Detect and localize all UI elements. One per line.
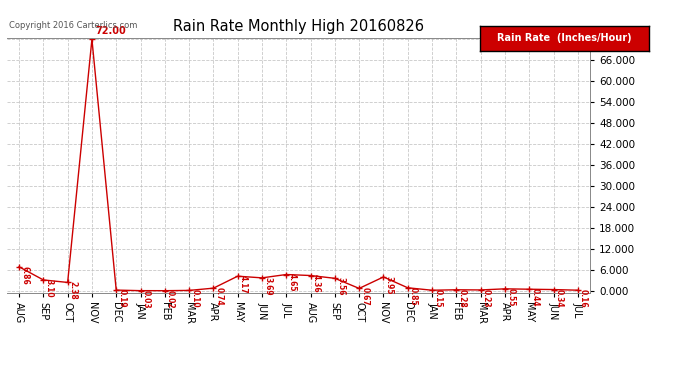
- Text: 4.65: 4.65: [288, 273, 297, 292]
- Text: 2.38: 2.38: [69, 281, 78, 300]
- Text: 0.67: 0.67: [360, 287, 369, 306]
- Text: 6.86: 6.86: [20, 266, 29, 285]
- Text: 0.03: 0.03: [141, 290, 150, 308]
- Text: 0.19: 0.19: [117, 289, 126, 308]
- Text: 0.02: 0.02: [166, 290, 175, 308]
- Text: 0.74: 0.74: [215, 287, 224, 306]
- Text: 3.56: 3.56: [336, 277, 345, 296]
- Text: 0.23: 0.23: [482, 289, 491, 308]
- Text: 0.44: 0.44: [531, 288, 540, 307]
- Text: 0.34: 0.34: [555, 288, 564, 307]
- Text: Rain Rate  (Inches/Hour): Rain Rate (Inches/Hour): [497, 33, 631, 44]
- Text: 3.10: 3.10: [45, 279, 54, 297]
- Text: 3.69: 3.69: [263, 277, 272, 296]
- Text: 4.17: 4.17: [239, 275, 248, 294]
- Text: 0.15: 0.15: [433, 289, 442, 308]
- Text: 4.36: 4.36: [312, 274, 321, 293]
- Title: Rain Rate Monthly High 20160826: Rain Rate Monthly High 20160826: [173, 18, 424, 33]
- Text: 72.00: 72.00: [96, 27, 126, 36]
- Text: 3.95: 3.95: [384, 276, 394, 294]
- Text: 0.16: 0.16: [579, 289, 588, 308]
- Text: 0.85: 0.85: [409, 287, 418, 305]
- Text: Copyright 2016 Carterlics.com: Copyright 2016 Carterlics.com: [9, 21, 137, 30]
- Text: 0.10: 0.10: [190, 290, 199, 308]
- Text: 0.55: 0.55: [506, 288, 515, 306]
- Text: 0.28: 0.28: [457, 289, 466, 308]
